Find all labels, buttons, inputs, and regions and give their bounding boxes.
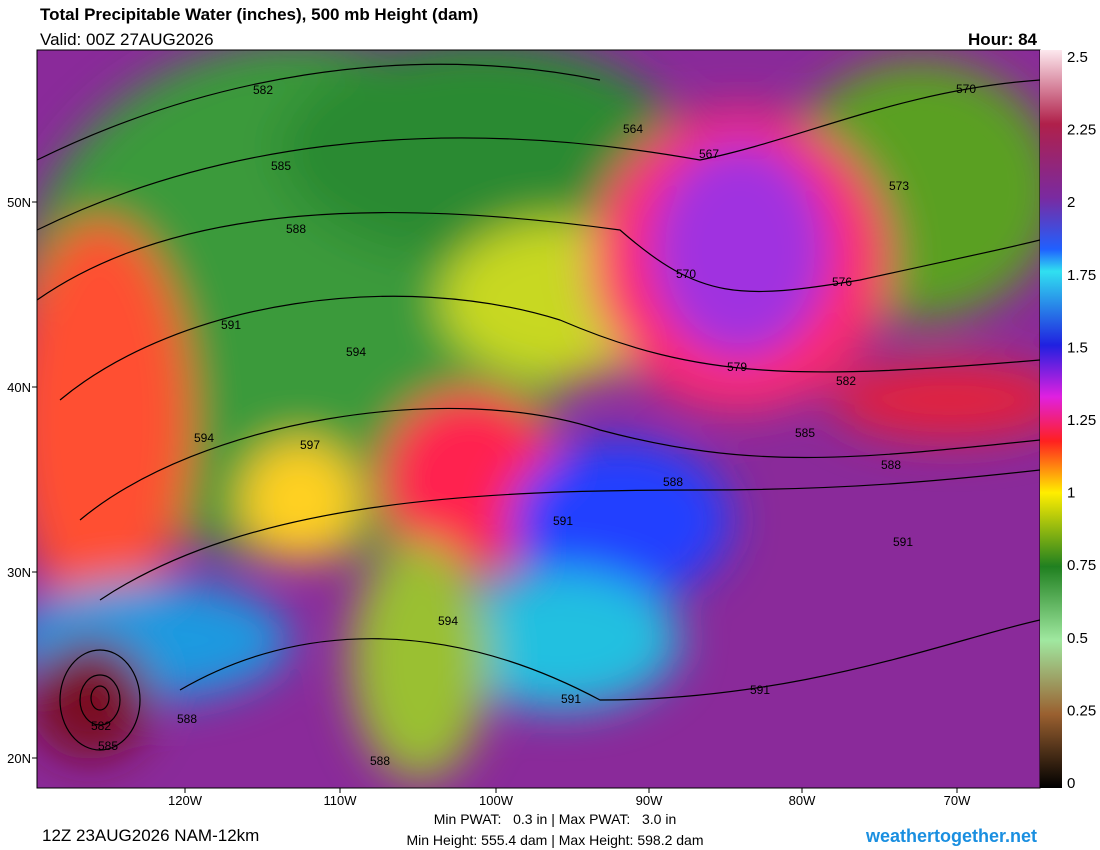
- forecast-hour: Hour: 84: [968, 30, 1038, 49]
- contour-label: 588: [663, 475, 683, 489]
- contour-label: 582: [253, 83, 273, 97]
- contour-label: 588: [177, 712, 197, 726]
- contour-label: 588: [881, 458, 901, 472]
- contour-label: 573: [889, 179, 909, 193]
- contour-label: 582: [91, 719, 111, 733]
- colorbar-ticks: 2.5 2.25 2 1.75 1.5 1.25 1 0.75 0.5 0.25 0: [1067, 49, 1096, 792]
- contour-label: 591: [893, 535, 913, 549]
- contour-label: 585: [795, 426, 815, 440]
- lat-labels: 50N 40N 30N 20N: [7, 195, 37, 766]
- colorbar-tick-label: 2: [1067, 194, 1075, 211]
- lat-label: 40N: [7, 380, 31, 395]
- colorbar: [1040, 50, 1062, 788]
- contour-label: 567: [699, 147, 719, 161]
- colorbar-tick-label: 2.25: [1067, 122, 1096, 139]
- colorbar-tick-label: 0.25: [1067, 702, 1096, 719]
- contour-label: 564: [623, 122, 643, 136]
- lon-label: 110W: [324, 793, 358, 808]
- colorbar-tick-label: 0.5: [1067, 630, 1088, 647]
- contour-label: 591: [221, 318, 241, 332]
- colorbar-tick-label: 1.25: [1067, 412, 1096, 429]
- contour-label: 588: [286, 222, 306, 236]
- contour-label: 582: [836, 374, 856, 388]
- contour-label: 585: [98, 739, 118, 753]
- site-link[interactable]: weathertogether.net: [865, 826, 1037, 846]
- contour-label: 594: [438, 614, 458, 628]
- contour-label: 591: [750, 683, 770, 697]
- contour-labels: 582 585 588 591 594 594 597 564 567 570 …: [91, 82, 976, 768]
- lon-label: 70W: [944, 793, 971, 808]
- title: Total Precipitable Water (inches), 500 m…: [40, 5, 478, 24]
- contour-label: 585: [271, 159, 291, 173]
- map-field: 582 585 588 591 594 594 597 564 567 570 …: [37, 50, 1040, 788]
- lon-label: 120W: [168, 793, 203, 808]
- colorbar-tick-label: 2.5: [1067, 49, 1088, 66]
- valid-time: Valid: 00Z 27AUG2026: [40, 30, 214, 49]
- contour-label: 570: [676, 267, 696, 281]
- colorbar-tick-label: 1.5: [1067, 339, 1088, 356]
- lat-label: 30N: [7, 565, 31, 580]
- colorbar-tick-label: 1.75: [1067, 267, 1096, 284]
- contour-label: 591: [561, 692, 581, 706]
- contour-label: 570: [956, 82, 976, 96]
- stats-height: Min Height: 555.4 dam | Max Height: 598.…: [406, 832, 703, 848]
- lat-label: 50N: [7, 195, 31, 210]
- contour-label: 594: [346, 345, 366, 359]
- colorbar-tick-label: 0: [1067, 775, 1075, 792]
- lon-label: 100W: [479, 793, 514, 808]
- lon-label: 80W: [789, 793, 816, 808]
- model-run: 12Z 23AUG2026 NAM-12km: [42, 826, 259, 845]
- contour-label: 579: [727, 360, 747, 374]
- contour-label: 597: [300, 438, 320, 452]
- contour-label: 588: [370, 754, 390, 768]
- lon-label: 90W: [636, 793, 663, 808]
- colorbar-tick-label: 1: [1067, 485, 1075, 502]
- colorbar-tick-label: 0.75: [1067, 557, 1096, 574]
- lat-label: 20N: [7, 751, 31, 766]
- stats-pwat: Min PWAT: 0.3 in | Max PWAT: 3.0 in: [434, 811, 676, 827]
- contour-label: 594: [194, 431, 214, 445]
- contour-label: 576: [832, 275, 852, 289]
- contour-label: 591: [553, 514, 573, 528]
- lon-labels: 120W 110W 100W 90W 80W 70W: [168, 788, 971, 808]
